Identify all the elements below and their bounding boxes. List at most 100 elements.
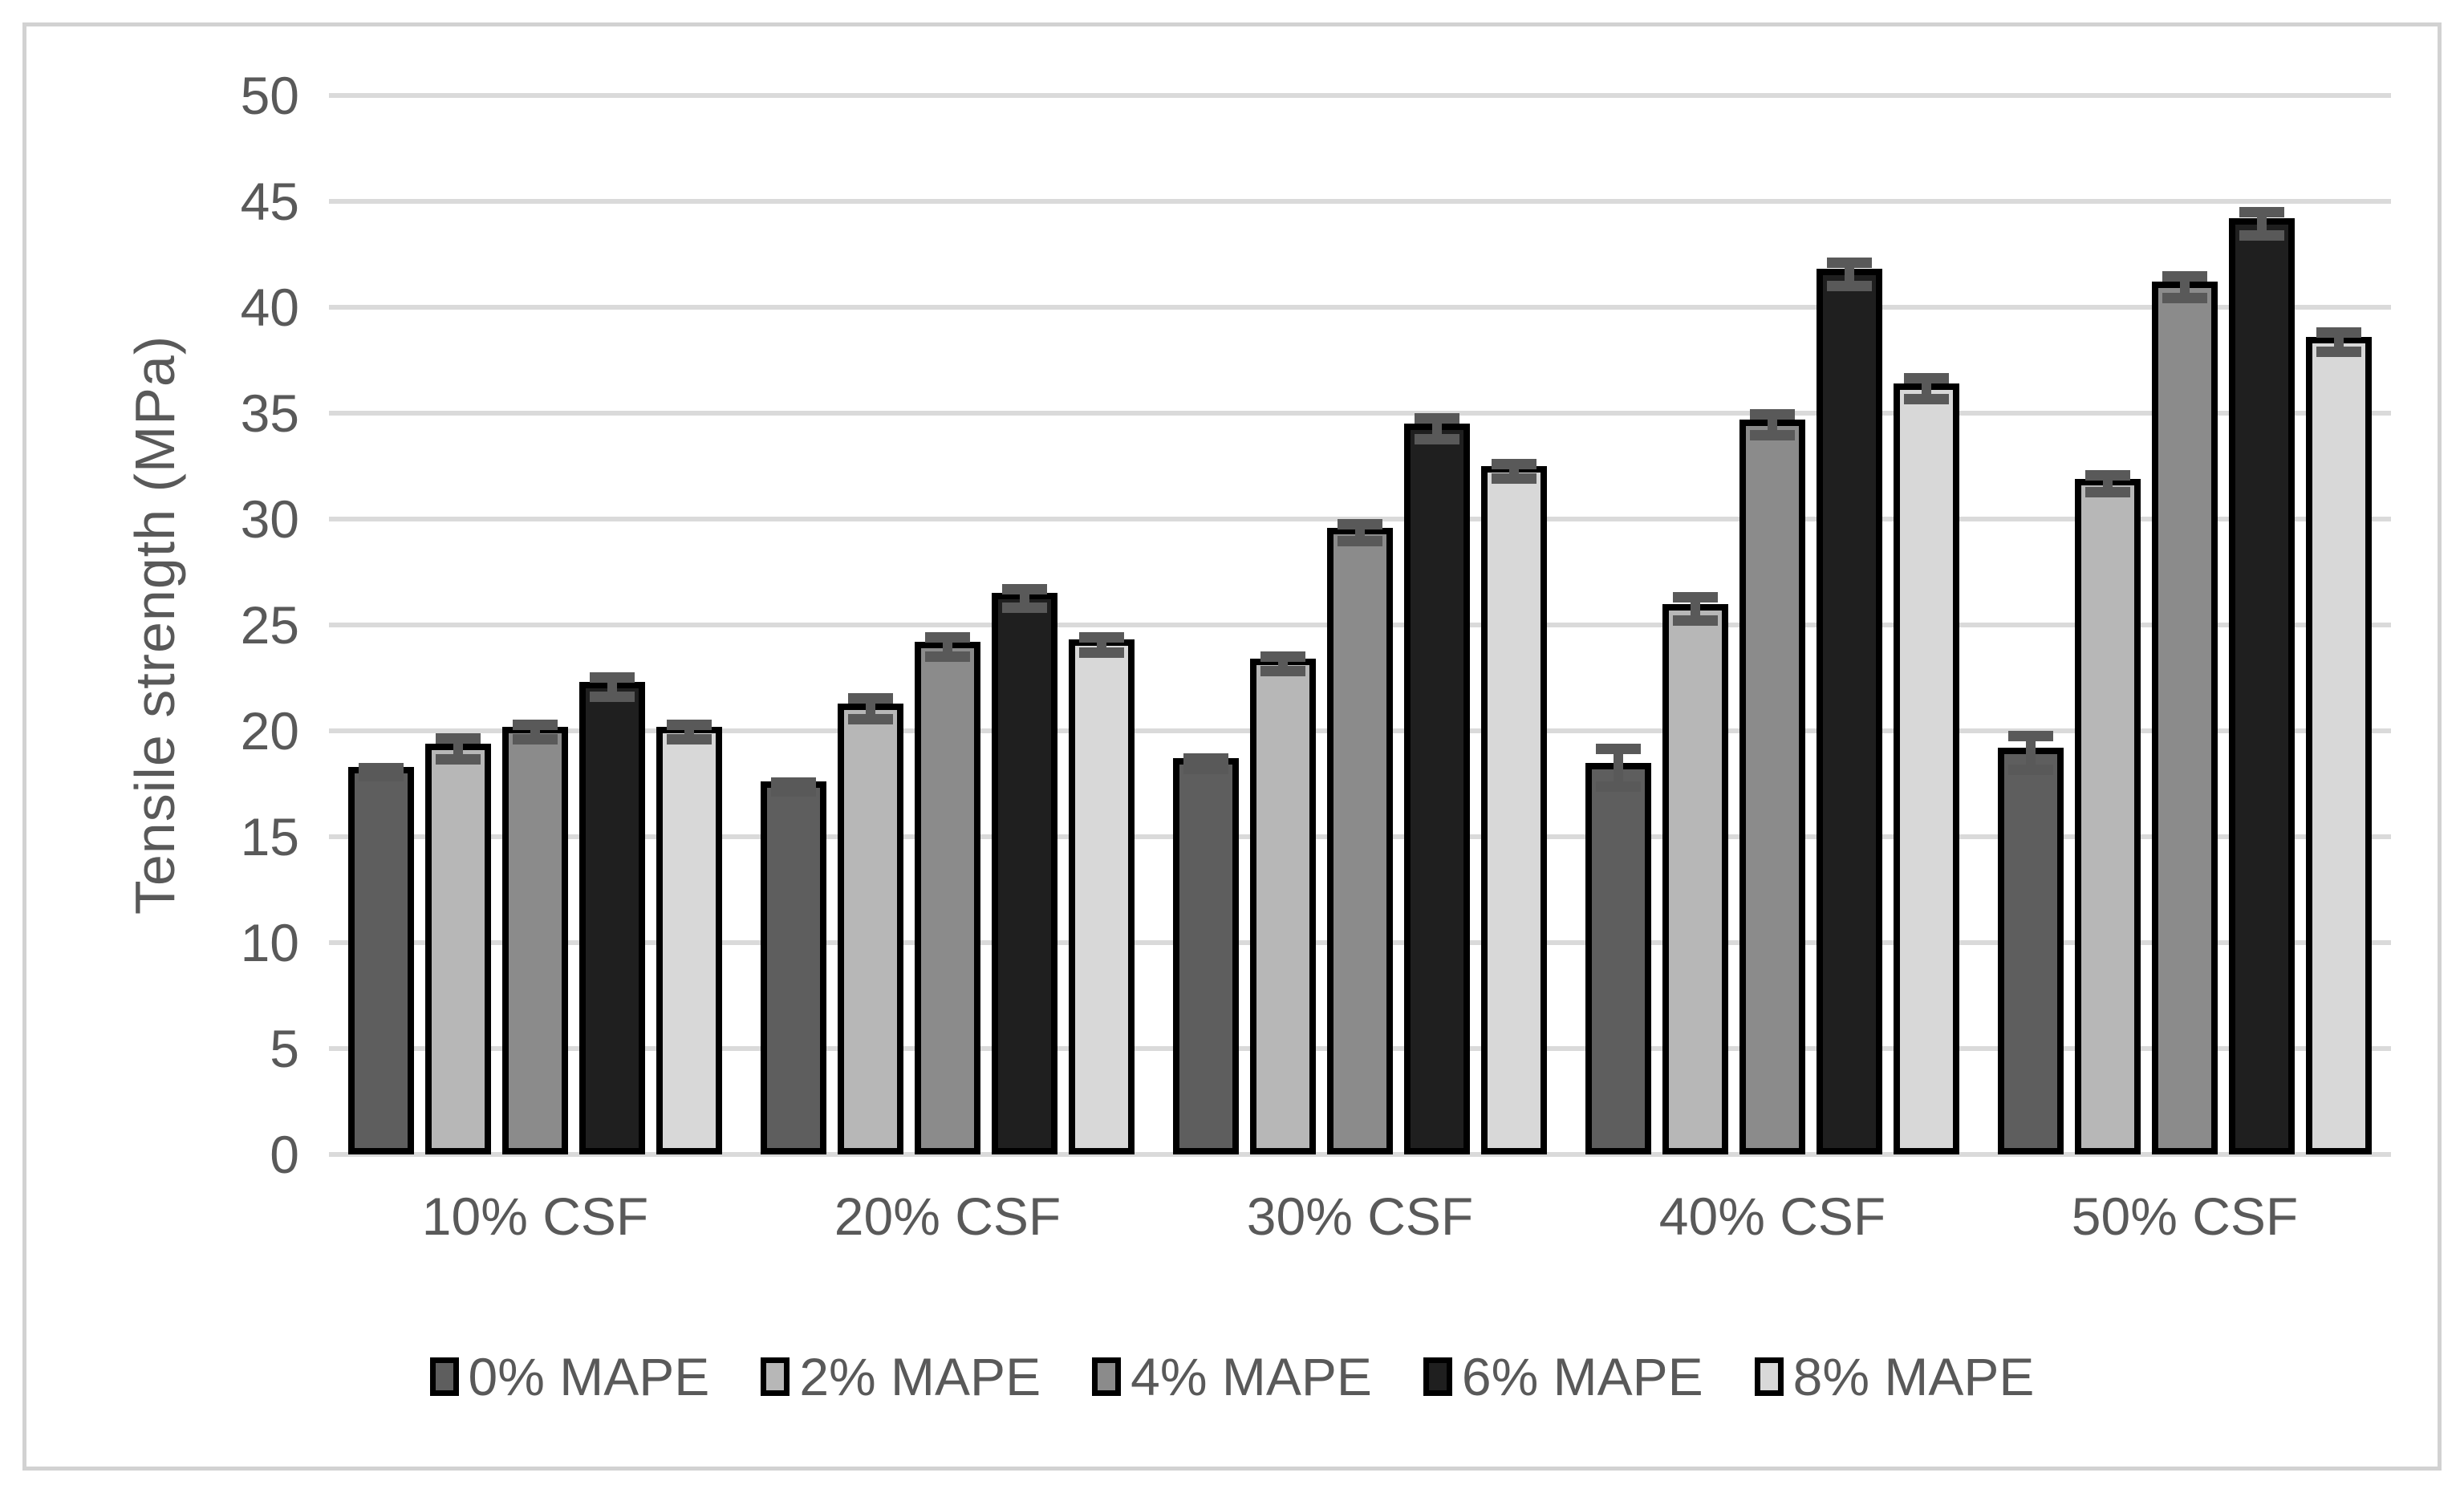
legend-label: 0% MAPE [468,1347,710,1406]
bar-group [329,95,741,1154]
error-bar-cap-bottom [2085,487,2130,498]
error-bar-cap-bottom [2239,229,2284,241]
bar [761,777,826,1154]
error-bar [771,777,816,797]
bar [579,672,645,1154]
error-bar-cap-top [2162,271,2207,282]
gridline [329,1152,2391,1157]
y-tick-label: 15 [240,807,299,866]
error-bar [1827,257,1872,291]
bar [2306,327,2372,1154]
legend-item: 8% MAPE [1754,1346,2035,1407]
error-bar [848,692,893,724]
legend-swatch [429,1357,459,1396]
error-bar-stem [1691,597,1700,622]
gridline [329,199,2391,204]
legend-swatch [761,1357,790,1396]
bar [838,692,903,1154]
error-bar [1079,632,1124,658]
error-bar [1673,592,1718,627]
error-bar [1492,458,1536,485]
error-bar-cap-top [436,732,481,744]
bar [348,762,414,1154]
gridline [329,411,2391,416]
legend-item: 0% MAPE [429,1346,710,1407]
error-bar-cap-bottom [1183,763,1228,774]
error-bar-cap-top [513,719,558,730]
y-tick-label: 45 [240,172,299,231]
error-bar-cap-top [1827,257,1872,268]
bar [425,732,491,1154]
gridline [329,93,2391,98]
bar [1481,458,1547,1154]
error-bar [2085,470,2130,498]
error-bar [2316,327,2361,357]
bar [1327,519,1393,1154]
error-bar [1596,743,1641,793]
bar-groups [329,95,2391,1154]
error-bar-cap-top [771,777,816,789]
bar [2152,271,2218,1154]
error-bar [359,762,404,782]
gridline [329,517,2391,521]
legend-item: 4% MAPE [1092,1346,1372,1407]
y-tick-label: 5 [270,1019,299,1078]
error-bar [1002,583,1047,614]
x-axis-labels: 10% CSF 20% CSF 30% CSF 40% CSF 50% CSF [329,1186,2391,1247]
bar-group [1566,95,1979,1154]
x-axis-label: 40% CSF [1658,1187,1886,1246]
error-bar [667,719,712,744]
bar [1998,731,2064,1154]
error-bar-cap-top [1750,408,1795,420]
error-bar-cap-bottom [1079,647,1124,658]
error-bar-cap-top [1183,753,1228,764]
error-bar-cap-top [1596,743,1641,754]
error-bar-cap-top [1673,592,1718,603]
error-bar-cap-bottom [590,692,635,703]
legend-label: 4% MAPE [1131,1347,1372,1406]
bar [1069,632,1135,1154]
y-tick-label: 25 [240,595,299,655]
x-axis-label: 30% CSF [1246,1187,1474,1246]
error-bar-cap-top [1338,519,1382,530]
error-bar-cap-bottom [1904,394,1949,405]
legend-label: 8% MAPE [1792,1347,2035,1406]
bar [502,719,568,1154]
error-bar-cap-bottom [1338,536,1382,547]
bar [1250,651,1316,1154]
bar [1585,743,1651,1154]
error-bar-cap-bottom [848,713,893,724]
legend-item: 6% MAPE [1423,1346,1703,1407]
error-bar-stem [1845,262,1854,286]
error-bar-cap-top [848,692,893,704]
error-bar-cap-top [1415,413,1459,424]
y-tick-label: 20 [240,701,299,761]
error-bar-cap-bottom [925,651,970,662]
error-bar-cap-bottom [1492,473,1536,485]
error-bar [1338,519,1382,547]
bar [992,583,1057,1154]
error-bar [925,632,970,662]
y-tick-label: 40 [240,278,299,337]
bar-group [741,95,1154,1154]
bar [2075,470,2141,1154]
y-tick-label: 30 [240,489,299,549]
error-bar-stem [2026,736,2036,771]
error-bar [2008,731,2053,776]
error-bar-cap-bottom [2008,765,2053,776]
error-bar-cap-bottom [1260,666,1305,677]
legend-swatch [1754,1357,1784,1396]
legend-swatch [1423,1357,1452,1396]
error-bar-cap-bottom [1827,281,1872,291]
bar [1173,753,1239,1154]
bar [1894,372,1959,1154]
plot-area [329,93,2391,1157]
error-bar-cap-top [359,762,404,773]
error-bar-cap-top [1492,458,1536,469]
error-bar-cap-top [1904,372,1949,383]
error-bar-cap-bottom [1750,430,1795,441]
error-bar-cap-bottom [1596,781,1641,793]
x-axis-label: 50% CSF [2071,1187,2299,1246]
error-bar-cap-top [2085,470,2130,481]
error-bar-cap-top [1002,583,1047,594]
